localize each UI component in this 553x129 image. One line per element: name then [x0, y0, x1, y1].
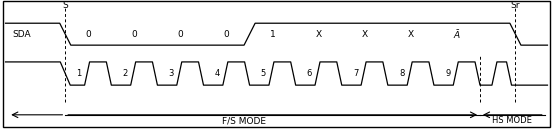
Text: X: X — [362, 30, 368, 39]
Text: 1: 1 — [270, 30, 275, 39]
Text: F/S MODE: F/S MODE — [222, 116, 266, 125]
Text: 1: 1 — [76, 69, 82, 78]
Text: 0: 0 — [132, 30, 137, 39]
Text: 8: 8 — [399, 69, 404, 78]
Text: 2: 2 — [123, 69, 128, 78]
Text: 6: 6 — [307, 69, 312, 78]
Text: S: S — [62, 1, 68, 10]
Text: 0: 0 — [85, 30, 91, 39]
Text: 3: 3 — [169, 69, 174, 78]
Text: Sr: Sr — [510, 1, 520, 10]
Text: X: X — [408, 30, 414, 39]
Text: 4: 4 — [215, 69, 220, 78]
Text: SDA: SDA — [13, 30, 32, 39]
Text: HS MODE: HS MODE — [492, 116, 533, 125]
Text: 9: 9 — [445, 69, 450, 78]
Text: 0: 0 — [178, 30, 184, 39]
Text: X: X — [316, 30, 322, 39]
Text: $\bar{A}$: $\bar{A}$ — [453, 28, 461, 41]
Text: 5: 5 — [261, 69, 266, 78]
Text: 0: 0 — [223, 30, 229, 39]
Text: 7: 7 — [353, 69, 358, 78]
